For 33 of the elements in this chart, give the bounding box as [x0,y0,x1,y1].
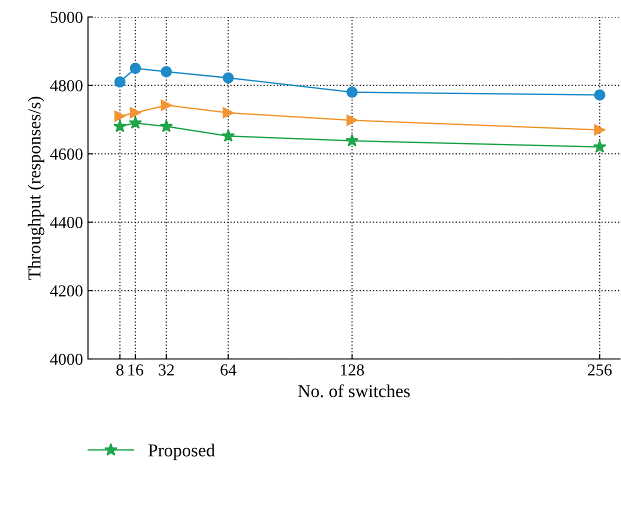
y-tick-label: 5000 [50,12,83,23]
x-tick-label: 64 [220,364,236,376]
point [130,62,141,74]
point [128,116,142,129]
x-tick-label: 256 [588,364,612,376]
y-axis-title: Throughput (responses/s) [28,96,44,280]
y-tick-label: 4200 [50,285,83,297]
point [130,107,141,118]
x-tick-label: 8 [116,364,124,376]
point [222,107,234,118]
point [160,100,172,111]
point [593,140,606,153]
x-axis-title: No. of switches [298,384,410,398]
point [114,76,126,88]
y-tick-label: 4000 [50,354,83,365]
point [222,129,235,142]
point [594,89,606,101]
legend-label: Proposed [148,444,215,460]
point [222,72,234,84]
point [160,119,173,132]
point [346,86,358,98]
point [345,134,359,147]
x-tick-label: 128 [341,364,364,376]
point [114,110,126,122]
point [346,114,358,126]
point [594,124,606,136]
point [113,119,127,132]
y-tick-label: 4400 [50,216,83,228]
y-tick-label: 4600 [50,148,83,160]
point [160,66,172,78]
x-tick-label: 16 [128,364,144,376]
x-tick-label: 32 [158,364,174,376]
y-tick-label: 4800 [50,80,83,92]
